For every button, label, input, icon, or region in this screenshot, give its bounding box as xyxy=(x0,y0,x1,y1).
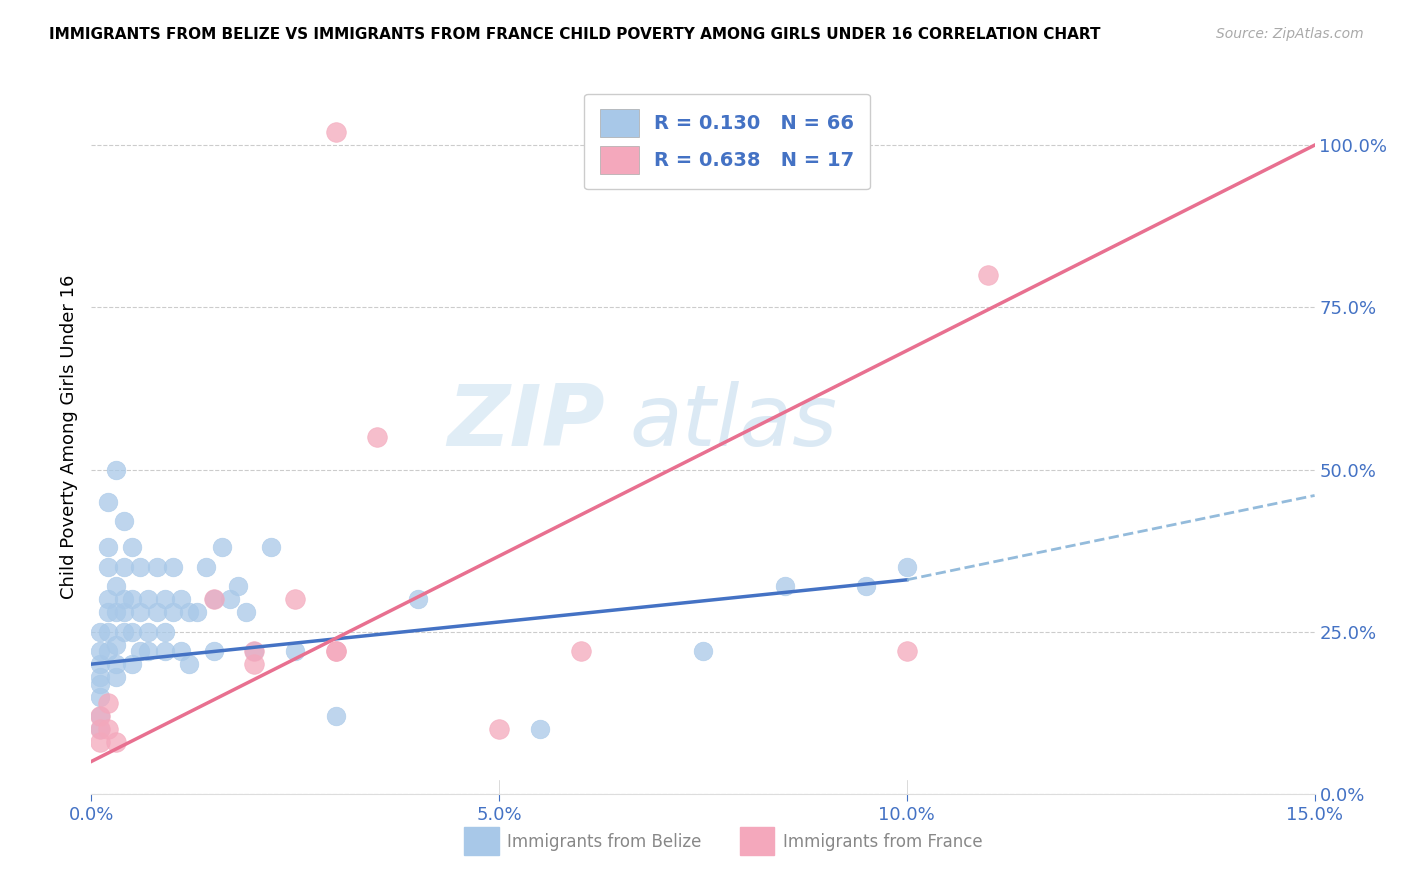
Point xyxy=(97,722,120,736)
Point xyxy=(89,709,111,723)
Point xyxy=(773,579,796,593)
Point xyxy=(153,592,176,607)
Point xyxy=(325,644,347,658)
Point xyxy=(284,592,307,607)
Point xyxy=(170,592,193,607)
Point xyxy=(488,722,510,736)
Point xyxy=(260,541,283,555)
Point xyxy=(97,495,120,509)
Point xyxy=(153,644,176,658)
Point xyxy=(162,605,184,619)
Text: Source: ZipAtlas.com: Source: ZipAtlas.com xyxy=(1216,27,1364,41)
Point xyxy=(243,644,266,658)
Point xyxy=(104,657,127,672)
Point xyxy=(896,559,918,574)
Text: Immigrants from France: Immigrants from France xyxy=(783,833,983,851)
Point xyxy=(112,559,135,574)
Point xyxy=(235,605,257,619)
Point xyxy=(366,430,388,444)
Point xyxy=(186,605,208,619)
Point xyxy=(325,125,347,139)
Point xyxy=(896,644,918,658)
Point xyxy=(284,644,307,658)
Point xyxy=(121,624,143,639)
Text: atlas: atlas xyxy=(630,381,838,465)
Point xyxy=(569,644,592,658)
Point xyxy=(162,559,184,574)
Point xyxy=(112,624,135,639)
Point xyxy=(179,605,201,619)
Point xyxy=(153,624,176,639)
Point xyxy=(89,657,111,672)
Text: IMMIGRANTS FROM BELIZE VS IMMIGRANTS FROM FRANCE CHILD POVERTY AMONG GIRLS UNDER: IMMIGRANTS FROM BELIZE VS IMMIGRANTS FRO… xyxy=(49,27,1101,42)
Point xyxy=(138,624,160,639)
Bar xyxy=(740,828,773,855)
Point xyxy=(104,638,127,652)
Point xyxy=(138,644,160,658)
Point xyxy=(89,709,111,723)
Point xyxy=(243,644,266,658)
Point xyxy=(89,722,111,736)
Y-axis label: Child Poverty Among Girls Under 16: Child Poverty Among Girls Under 16 xyxy=(59,275,77,599)
Point xyxy=(97,592,120,607)
Point xyxy=(529,722,551,736)
Point xyxy=(89,624,111,639)
Point xyxy=(112,592,135,607)
Point xyxy=(104,462,127,476)
Point xyxy=(179,657,201,672)
Point xyxy=(121,657,143,672)
Point xyxy=(97,541,120,555)
Point xyxy=(112,605,135,619)
Point xyxy=(977,268,1000,282)
Point xyxy=(202,592,225,607)
Point xyxy=(325,709,347,723)
Point xyxy=(138,592,160,607)
Point xyxy=(97,696,120,710)
Point xyxy=(97,559,120,574)
Point xyxy=(89,670,111,684)
Point xyxy=(194,559,217,574)
Point xyxy=(104,579,127,593)
Point xyxy=(121,541,143,555)
Point xyxy=(89,690,111,704)
Point xyxy=(104,605,127,619)
Point xyxy=(145,559,167,574)
Point xyxy=(202,592,225,607)
Point xyxy=(89,676,111,690)
Point xyxy=(226,579,249,593)
Point xyxy=(406,592,429,607)
Point xyxy=(97,644,120,658)
Bar xyxy=(464,828,499,855)
Point xyxy=(89,644,111,658)
Point xyxy=(855,579,877,593)
Point xyxy=(170,644,193,658)
Point xyxy=(104,670,127,684)
Point xyxy=(112,515,135,529)
Point xyxy=(129,605,152,619)
Point xyxy=(89,735,111,749)
Point xyxy=(145,605,167,619)
Text: ZIP: ZIP xyxy=(447,381,605,465)
Point xyxy=(202,644,225,658)
Point xyxy=(121,592,143,607)
Text: Immigrants from Belize: Immigrants from Belize xyxy=(508,833,702,851)
Point xyxy=(129,559,152,574)
Point xyxy=(243,657,266,672)
Point xyxy=(325,644,347,658)
Point xyxy=(104,735,127,749)
Point xyxy=(219,592,242,607)
Point xyxy=(89,722,111,736)
Point xyxy=(97,605,120,619)
Point xyxy=(129,644,152,658)
Legend: R = 0.130   N = 66, R = 0.638   N = 17: R = 0.130 N = 66, R = 0.638 N = 17 xyxy=(585,94,870,189)
Point xyxy=(211,541,233,555)
Point xyxy=(692,644,714,658)
Point xyxy=(97,624,120,639)
